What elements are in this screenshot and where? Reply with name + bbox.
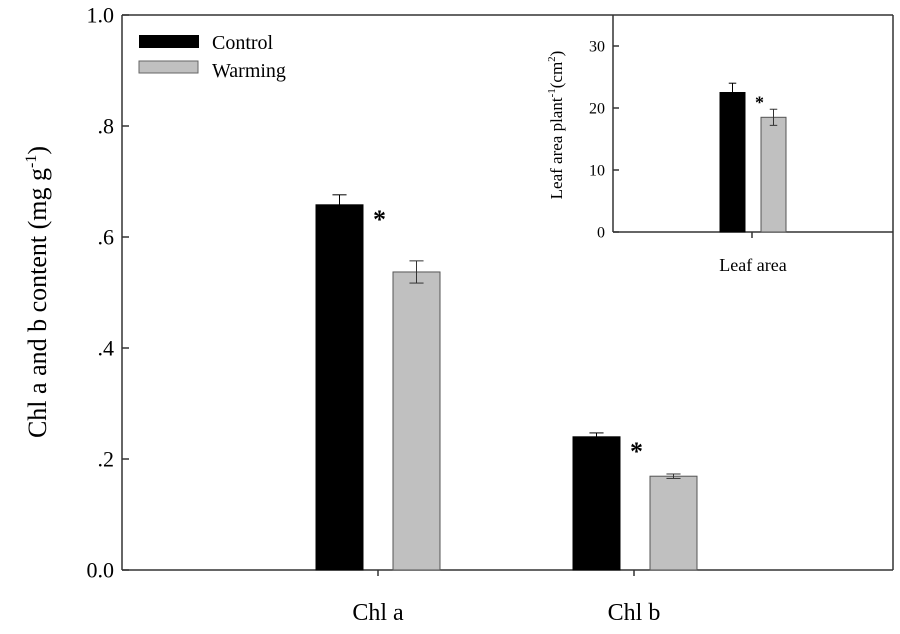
main-x-tick-label: Chl a [352,600,404,626]
legend-swatch-warming [138,60,199,74]
inset-bar-control [719,92,746,233]
inset-y-tick-label: 20 [589,101,605,118]
main-bar-control [315,204,364,571]
main-y-tick-label: 0.0 [87,558,115,583]
main-y-tick-label: .8 [98,114,115,139]
main-x-tick-label: Chl b [608,600,661,626]
legend-label-warming: Warming [212,60,286,82]
main-significance-marker: * [630,437,643,466]
main-bar-warming [649,475,698,571]
inset-y-tick-label: 10 [589,163,605,180]
legend-label-control: Control [212,32,274,54]
inset-y-tick-label: 0 [597,225,605,242]
inset-y-tick-label: 30 [589,39,605,56]
main-bar-control [572,436,621,571]
inset-x-axis-label: Leaf area [719,255,786,275]
main-y-tick-label: 1.0 [87,3,115,28]
inset-bar-warming [760,116,787,233]
inset-y-axis-label: Leaf area plant-1(cm2) [546,51,566,200]
main-significance-marker: * [373,205,386,234]
main-bar-warming [392,271,441,571]
legend: Control Warming [138,32,286,82]
inset-significance-marker: * [755,93,764,113]
main-y-tick-label: .4 [98,336,115,361]
inset-chart: Leaf area plant-1(cm2) Leaf area 0 10 20 30… [546,15,893,275]
main-y-tick-label: .2 [98,447,115,472]
main-y-axis-label: Chl a and b content (mg g-1) [23,146,52,438]
main-y-tick-label: .6 [98,225,115,250]
main-chart: Chl a and b content (mg g-1) Control War… [23,3,894,626]
legend-swatch-control [139,35,199,48]
